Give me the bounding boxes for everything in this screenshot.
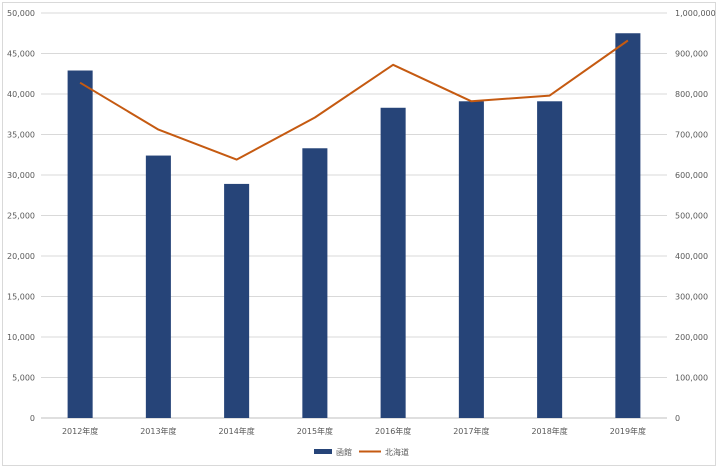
- x-tick-label: 2013年度: [140, 426, 176, 436]
- left-tick-label: 30,000: [7, 171, 35, 180]
- left-tick-label: 40,000: [7, 90, 35, 99]
- line-series: [79, 39, 629, 161]
- combo-chart: 0 5,000 10,000 15,000 20,000 25,000 30,000 35,0…: [7, 9, 716, 457]
- x-tick-label: 2018年度: [531, 426, 567, 436]
- right-tick-label: 1,000,000: [675, 9, 716, 18]
- legend-swatch-bar: [314, 449, 332, 454]
- x-axis: 2012年度 2013年度 2014年度 2015年度 2016年度 2017年度 2018…: [62, 426, 646, 436]
- bar: [224, 183, 250, 418]
- left-tick-label: 45,000: [7, 50, 35, 59]
- right-tick-label: 700,000: [675, 131, 708, 140]
- left-tick-label: 50,000: [7, 9, 35, 18]
- series-line: [79, 39, 629, 161]
- right-tick-label: 100,000: [675, 374, 708, 383]
- left-tick-label: 20,000: [7, 252, 35, 261]
- chart-frame: 0 5,000 10,000 15,000 20,000 25,000 30,000 35,0…: [2, 2, 716, 466]
- bar: [145, 155, 171, 418]
- bar: [380, 107, 406, 419]
- x-tick-label: 2017年度: [453, 426, 489, 436]
- bar-series: [67, 33, 641, 419]
- left-y-axis: 0 5,000 10,000 15,000 20,000 25,000 30,000 35,0…: [7, 9, 35, 423]
- left-tick-label: 35,000: [7, 131, 35, 140]
- bar: [615, 33, 641, 418]
- bar: [302, 148, 328, 418]
- x-tick-label: 2015年度: [297, 426, 333, 436]
- right-tick-label: 500,000: [675, 212, 708, 221]
- right-tick-label: 0: [675, 414, 680, 423]
- x-tick-label: 2014年度: [218, 426, 254, 436]
- right-tick-label: 800,000: [675, 90, 708, 99]
- right-tick-label: 400,000: [675, 252, 708, 261]
- left-tick-label: 25,000: [7, 212, 35, 221]
- right-tick-label: 600,000: [675, 171, 708, 180]
- x-tick-label: 2016年度: [375, 426, 411, 436]
- left-tick-label: 15,000: [7, 293, 35, 302]
- right-tick-label: 300,000: [675, 293, 708, 302]
- right-y-axis: 0 100,000 200,000 300,000 400,000 500,000 600,…: [675, 9, 716, 423]
- x-tick-label: 2012年度: [62, 426, 98, 436]
- bar: [67, 70, 93, 418]
- left-tick-label: 0: [30, 414, 35, 423]
- right-tick-label: 200,000: [675, 333, 708, 342]
- x-tick-label: 2019年度: [610, 426, 646, 436]
- bar: [537, 101, 563, 418]
- legend-label-bar: 函館: [336, 447, 352, 457]
- legend: 函館 北海道: [314, 447, 409, 457]
- right-tick-label: 900,000: [675, 50, 708, 59]
- gridlines: [41, 12, 667, 419]
- bar: [458, 101, 484, 418]
- legend-label-line: 北海道: [385, 447, 409, 457]
- left-tick-label: 5,000: [12, 374, 35, 383]
- left-tick-label: 10,000: [7, 333, 35, 342]
